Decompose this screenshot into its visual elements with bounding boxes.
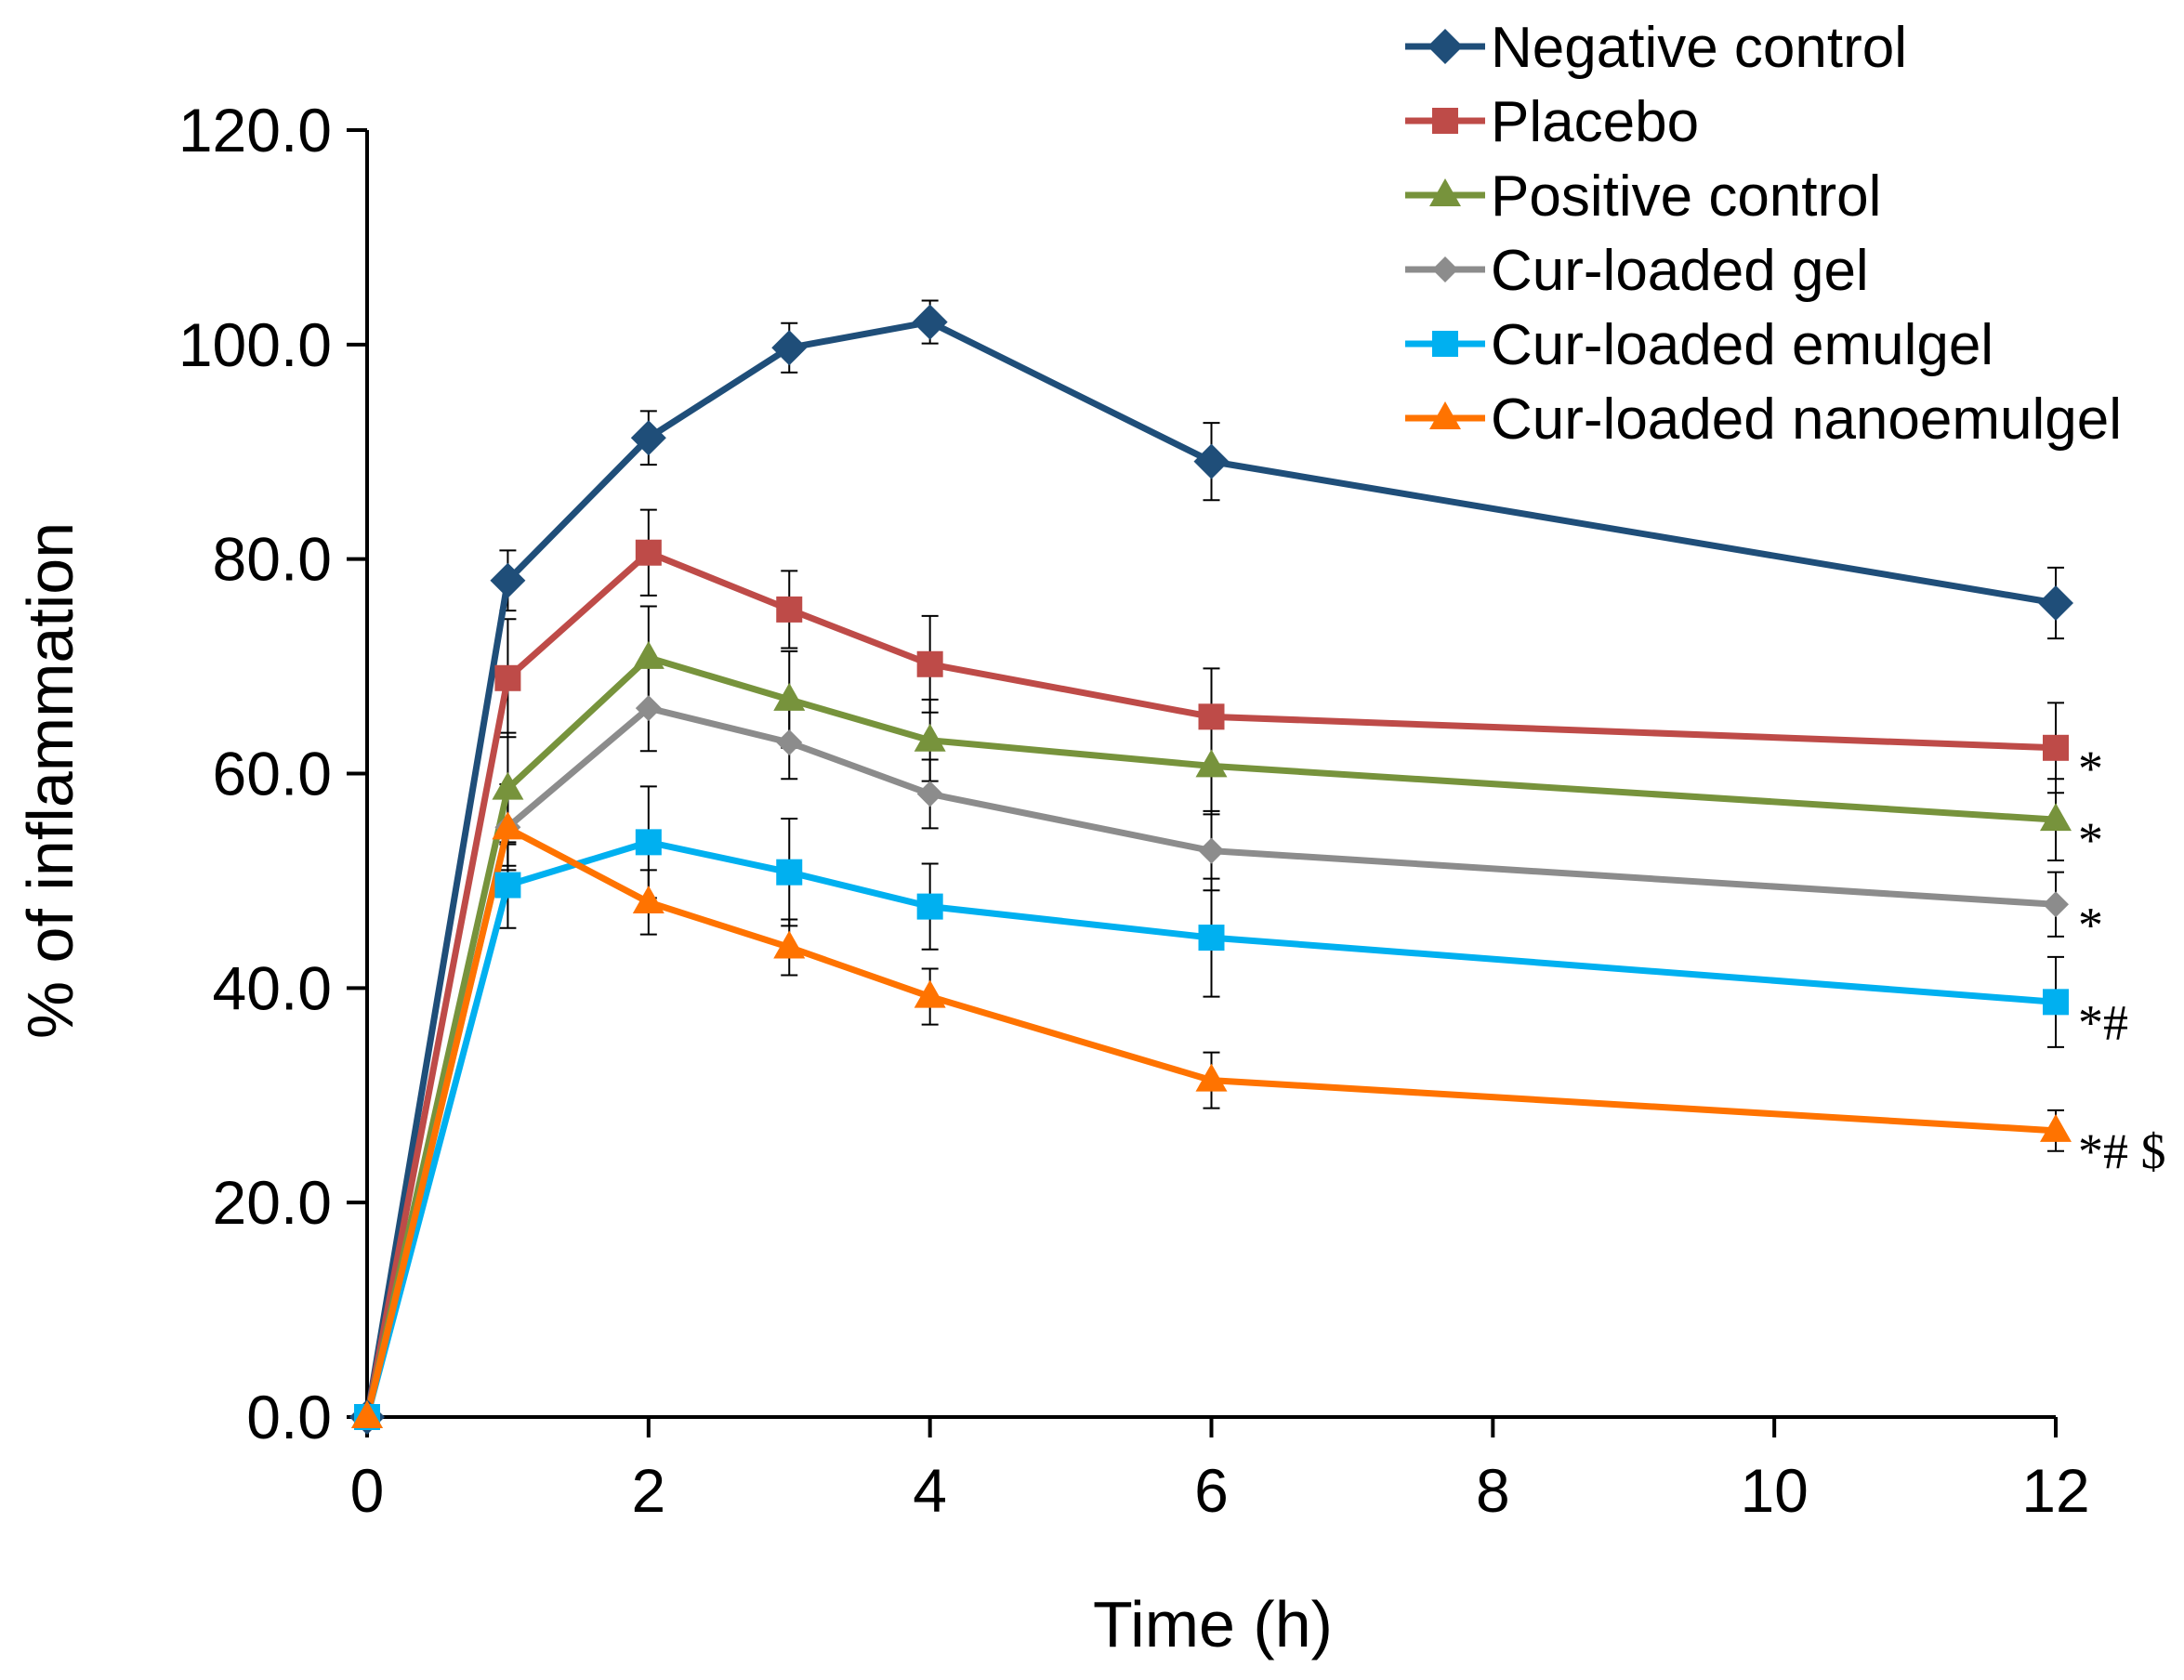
x-tick-label: 4 bbox=[913, 1456, 947, 1525]
x-tick-label: 8 bbox=[1476, 1456, 1510, 1525]
y-tick-label: 0.0 bbox=[246, 1383, 332, 1451]
positive-control-point bbox=[914, 723, 946, 752]
cur-loaded-emulgel-point bbox=[494, 872, 521, 899]
y-tick-label: 60.0 bbox=[213, 740, 332, 808]
positive-control-point bbox=[492, 771, 524, 800]
legend-cur-loaded-nanoemulgel-label: Cur-loaded nanoemulgel bbox=[1491, 387, 2122, 452]
placebo-point bbox=[494, 664, 521, 691]
legend-cur-loaded-nanoemulgel-marker bbox=[1429, 401, 1461, 429]
positive-control-point bbox=[632, 640, 664, 669]
cur-loaded-gel-point bbox=[2043, 891, 2069, 918]
positive-control-point bbox=[2040, 803, 2072, 832]
cur-loaded-gel-point bbox=[916, 781, 943, 807]
cur-loaded-nanoemulgel-point bbox=[632, 886, 664, 913]
legend-negative-control-marker bbox=[1427, 29, 1463, 64]
legend-cur-loaded-gel-marker bbox=[1432, 256, 1458, 282]
x-tick-label: 12 bbox=[2021, 1456, 2089, 1525]
cur-loaded-emulgel-point bbox=[776, 859, 803, 886]
x-tick-label: 0 bbox=[350, 1456, 385, 1525]
legend-placebo-marker bbox=[1432, 108, 1458, 134]
cur-loaded-nanoemulgel-significance-label: *# $ bbox=[2078, 1123, 2166, 1179]
x-tick-label: 6 bbox=[1194, 1456, 1229, 1525]
legend-positive-control-marker bbox=[1429, 178, 1461, 206]
cur-loaded-nanoemulgel-point bbox=[914, 979, 946, 1008]
negative-control-point bbox=[1193, 443, 1230, 479]
cur-loaded-gel-point bbox=[1198, 837, 1225, 864]
positive-control-point bbox=[773, 682, 806, 711]
placebo-point bbox=[916, 650, 943, 677]
placebo-point bbox=[1198, 703, 1225, 730]
x-tick-label: 2 bbox=[631, 1456, 665, 1525]
cur-loaded-nanoemulgel-point bbox=[2040, 1113, 2072, 1142]
legend: Negative control Placebo Positive control C… bbox=[1405, 16, 2122, 452]
placebo-point bbox=[635, 539, 662, 566]
legend-cur-loaded-gel-label: Cur-loaded gel bbox=[1491, 239, 1869, 303]
legend-cur-loaded-emulgel-marker bbox=[1432, 331, 1458, 357]
y-tick-label: 100.0 bbox=[178, 310, 332, 379]
cur-loaded-emulgel-point bbox=[916, 893, 943, 920]
negative-control-point bbox=[630, 420, 666, 456]
cur-loaded-emulgel-point bbox=[2043, 989, 2069, 1016]
series-markers bbox=[349, 304, 2073, 1435]
legend-positive-control-label: Positive control bbox=[1491, 164, 1881, 229]
cur-loaded-nanoemulgel-point bbox=[492, 811, 524, 840]
cur-loaded-gel-point bbox=[635, 695, 662, 722]
legend-negative-control-label: Negative control bbox=[1491, 16, 1907, 80]
x-axis-title: Time (h) bbox=[1093, 1588, 1333, 1660]
placebo-point bbox=[776, 596, 803, 623]
y-tick-label: 40.0 bbox=[213, 953, 332, 1022]
placebo-significance-label: * bbox=[2078, 741, 2103, 796]
cur-loaded-gel-significance-label: * bbox=[2078, 897, 2103, 952]
x-tick-label: 10 bbox=[1740, 1456, 1808, 1525]
cur-loaded-emulgel-significance-label: *# bbox=[2078, 994, 2128, 1050]
cur-loaded-nanoemulgel-point bbox=[351, 1400, 383, 1428]
legend-cur-loaded-emulgel-label: Cur-loaded emulgel bbox=[1491, 313, 1993, 377]
negative-control-point bbox=[490, 562, 526, 598]
cur-loaded-nanoemulgel-point bbox=[773, 930, 806, 959]
positive-control-point bbox=[1195, 749, 1228, 778]
negative-control-point bbox=[912, 304, 948, 340]
significance-annotations: * * * *# *# $ bbox=[2078, 741, 2166, 1179]
legend-placebo-label: Placebo bbox=[1491, 90, 1699, 154]
cur-loaded-emulgel-point bbox=[635, 829, 662, 856]
cur-loaded-nanoemulgel-point bbox=[1195, 1063, 1228, 1092]
y-tick-label: 80.0 bbox=[213, 525, 332, 594]
cur-loaded-emulgel-point bbox=[1198, 925, 1225, 952]
cur-loaded-gel-point bbox=[776, 729, 803, 756]
axes: 0.0 20.0 40.0 60.0 80.0 100.0 120.0 0 2 4 6 8 10 12 bbox=[178, 96, 2090, 1525]
placebo-point bbox=[2043, 734, 2069, 761]
negative-control-point bbox=[771, 330, 808, 366]
positive-control-significance-label: * bbox=[2078, 812, 2103, 868]
y-tick-label: 20.0 bbox=[213, 1168, 332, 1237]
y-tick-label: 120.0 bbox=[178, 96, 332, 164]
y-axis-title: % of inflammation bbox=[14, 522, 86, 1039]
negative-control-point bbox=[2038, 584, 2073, 621]
